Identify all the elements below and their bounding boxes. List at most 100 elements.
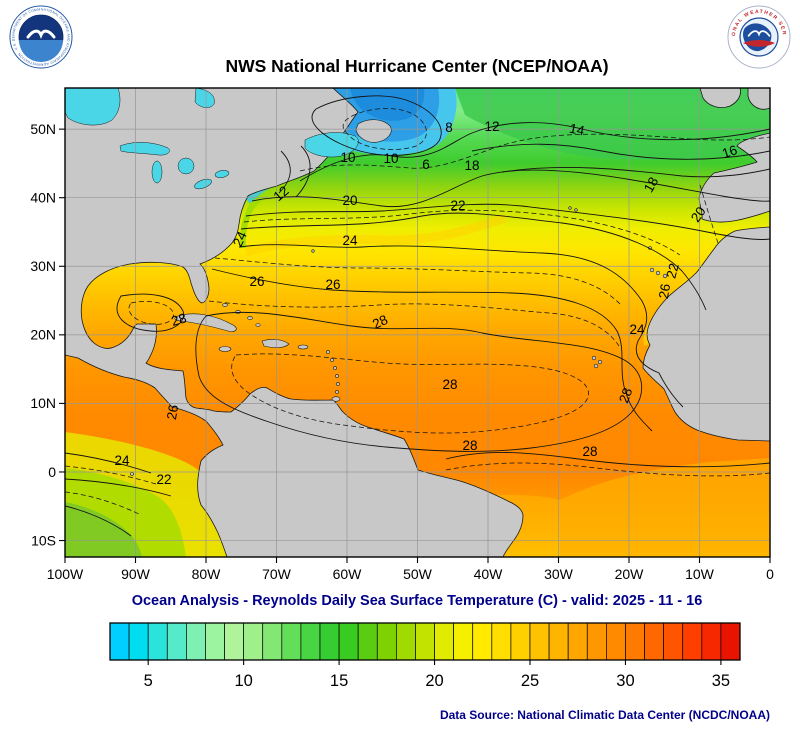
contour-line-dashed <box>208 209 681 347</box>
lat-tick-label: 40N <box>30 190 56 206</box>
contour-label: 10 <box>340 150 355 165</box>
contour-line <box>195 311 643 452</box>
landmass-british-isles <box>699 88 770 110</box>
contour-label: 22 <box>450 198 465 213</box>
contour-label: 20 <box>688 204 709 225</box>
contour-label: 26 <box>164 404 181 421</box>
contour-label: 24 <box>230 229 250 249</box>
colorbar-cell <box>472 622 493 661</box>
lat-tick-label: 50N <box>30 121 56 137</box>
contour-label: 16 <box>720 142 739 161</box>
colorbar-tick-label: 20 <box>425 672 443 690</box>
lon-tick-label: 0 <box>766 566 774 582</box>
colorbar-cell <box>491 622 512 661</box>
lon-tick-label: 50W <box>403 566 433 582</box>
lat-tick-label: 10N <box>30 395 56 411</box>
lon-tick-label: 30W <box>544 566 574 582</box>
lon-tick-label: 10W <box>685 566 715 582</box>
island <box>574 208 578 212</box>
contour-label: 22 <box>663 262 681 280</box>
colorbar-cell <box>338 622 359 661</box>
contour-label: 28 <box>462 438 477 453</box>
contour-label: 18 <box>464 158 479 173</box>
colorbar-cell <box>147 622 168 661</box>
island <box>222 303 228 307</box>
colorbar-cell <box>415 622 435 661</box>
sst-shade-region <box>560 458 770 557</box>
lon-tick-label: 20W <box>615 566 645 582</box>
contour-label: 10 <box>383 151 398 166</box>
colorbar-cell <box>186 622 206 661</box>
island <box>330 358 334 362</box>
noaa-logo: NATIONAL OCEANIC AND ATMOSPHERIC ADMINIS… <box>9 5 73 69</box>
island <box>335 390 339 394</box>
lat-tick-label: 10S <box>31 532 56 548</box>
colorbar: 5 10 15 20 25 30 35 <box>109 622 741 690</box>
island <box>247 316 253 320</box>
colorbar-cell <box>510 622 531 661</box>
lake-erie <box>194 178 212 190</box>
colorbar-cells <box>109 622 741 661</box>
lat-tick-label: 20N <box>30 327 56 343</box>
nws-emblem-swoosh <box>743 40 775 47</box>
contour-line <box>65 145 770 537</box>
colorbar-cell <box>243 622 264 661</box>
contour-label: 12 <box>271 183 292 204</box>
island <box>662 273 668 279</box>
island <box>336 382 340 386</box>
island <box>591 355 597 361</box>
contour-label: 26 <box>325 277 340 292</box>
lon-tick-label: 70W <box>262 566 292 582</box>
grid-layer <box>65 88 770 557</box>
colorbar-tick-label: 15 <box>330 672 348 690</box>
colorbar-cell <box>453 622 474 661</box>
contour-label: 12 <box>484 119 499 134</box>
lake-superior <box>119 142 170 156</box>
colorbar-cell <box>109 622 130 661</box>
colorbar-frame <box>109 622 741 661</box>
island <box>331 396 341 402</box>
lake-ontario <box>214 170 230 178</box>
hudson-bay <box>65 88 121 126</box>
colorbar-cell <box>548 622 569 661</box>
island <box>174 313 237 332</box>
contour-label: 28 <box>442 377 457 392</box>
island <box>326 350 330 354</box>
island <box>333 366 337 370</box>
colorbar-cell <box>319 622 340 661</box>
lon-tick-label: 100W <box>47 566 84 582</box>
contour-label: 22 <box>156 472 171 487</box>
colorbar-cell <box>300 622 321 661</box>
contour-labels: 8 12 14 16 10 10 6 18 12 20 22 18 20 24 24 26 26 22 26 28 28… <box>114 119 739 487</box>
colorbar-cell <box>606 622 626 661</box>
lon-tick-label: 90W <box>121 566 151 582</box>
colorbar-tick-label: 25 <box>521 672 539 690</box>
contour-line-dashed <box>65 184 770 516</box>
island <box>649 267 655 273</box>
island <box>218 346 232 352</box>
landmass-europe <box>698 132 770 223</box>
colorbar-tick-label: 35 <box>712 672 730 690</box>
contour-line <box>211 268 653 432</box>
colorbar-cell <box>224 622 244 661</box>
contour-label: 26 <box>249 274 264 289</box>
colorbar-tick-label: 10 <box>234 672 252 690</box>
contour-label: 28 <box>582 444 597 459</box>
contour-label: 20 <box>342 193 357 208</box>
contour-label: 24 <box>629 322 645 337</box>
contour-label: 8 <box>445 120 453 135</box>
contour-label: 24 <box>342 233 358 248</box>
colorbar-cell <box>567 622 588 661</box>
colorbar-cell <box>682 622 703 661</box>
colorbar-cell <box>166 622 187 661</box>
colorbar-ticks: 5 10 15 20 25 30 35 <box>144 660 730 690</box>
colorbar-tick-label: 5 <box>144 672 153 690</box>
lat-tick-label: 30N <box>30 258 56 274</box>
contour-label: 28 <box>170 310 188 328</box>
nws-logo: NATIONAL WEATHER SERVICE <box>727 5 791 69</box>
colorbar-cell <box>205 622 225 661</box>
colorbar-cell <box>376 622 397 661</box>
island <box>261 339 290 348</box>
sst-shade-region <box>65 502 142 557</box>
